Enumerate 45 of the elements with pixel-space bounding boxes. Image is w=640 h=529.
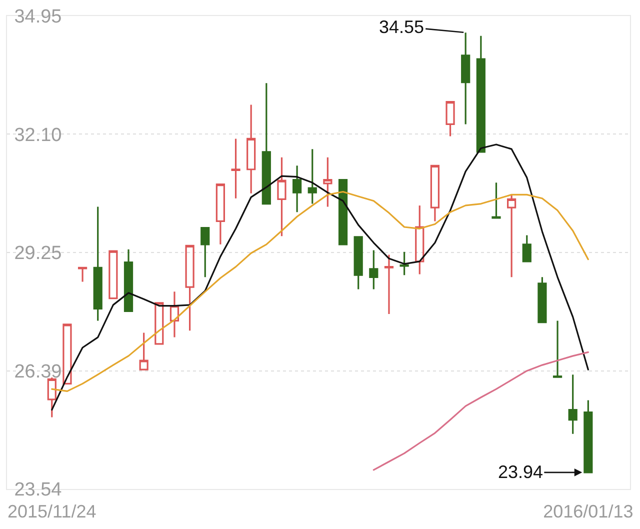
x-tick-label: 2015/11/24: [8, 502, 96, 522]
candlestick: [461, 32, 470, 125]
candlestick: [231, 138, 240, 200]
candlestick: [170, 290, 180, 338]
candlestick: [292, 164, 302, 213]
candlestick: [369, 249, 378, 290]
candlestick: [47, 376, 56, 418]
candlestick: [538, 276, 547, 324]
candlestick: [415, 204, 424, 276]
candlestick: [262, 82, 271, 205]
candlestick: [446, 101, 455, 138]
candlestick: [323, 156, 332, 208]
candlestick: [216, 184, 225, 246]
candlestick: [277, 156, 286, 237]
candlestick: [185, 244, 194, 332]
candlestick: [430, 164, 440, 222]
annotation: 23.94: [498, 462, 544, 482]
y-tick-label: 26.39: [14, 362, 62, 382]
candlestick: [139, 332, 148, 370]
candlestick: [476, 35, 486, 153]
candlestick: [78, 266, 88, 283]
candlestick: [354, 235, 363, 290]
candlestick: [62, 324, 72, 384]
annotation: 34.55: [379, 17, 424, 37]
candlestick: [108, 249, 118, 300]
candlestick: [93, 206, 102, 322]
y-tick-label: 29.25: [14, 242, 62, 264]
x-tick-label: 2016/01/13: [543, 502, 634, 522]
candlestick: [522, 234, 532, 262]
y-tick-label: 23.54: [14, 480, 62, 501]
candlestick: [400, 251, 409, 276]
y-tick-label: 32.10: [14, 124, 62, 146]
candlestick: [338, 178, 348, 246]
candlestick: [154, 302, 164, 345]
candlestick: [552, 320, 562, 378]
candlestick: [246, 104, 256, 194]
candlestick: [200, 227, 210, 278]
y-tick-label: 34.95: [14, 6, 62, 28]
candlestick: [492, 182, 501, 219]
candlestick: [308, 148, 317, 205]
candlestick: [507, 194, 516, 278]
candlestick: [584, 399, 593, 474]
candlestick: [384, 254, 394, 315]
candlestick: [568, 374, 578, 435]
candlestick: [124, 248, 134, 312]
